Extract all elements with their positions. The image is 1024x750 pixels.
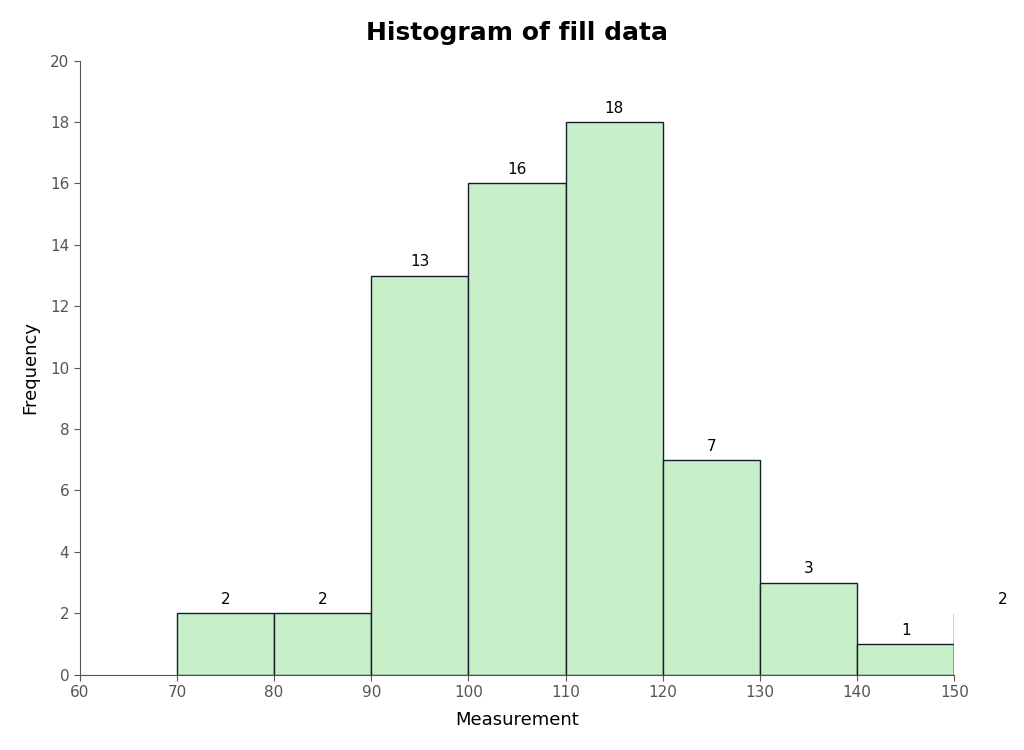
Bar — [177, 614, 274, 675]
Text: 3: 3 — [804, 562, 813, 577]
Y-axis label: Frequency: Frequency — [20, 321, 39, 414]
Bar — [565, 122, 663, 675]
Bar — [468, 184, 565, 675]
Text: 2: 2 — [317, 592, 328, 607]
Bar — [663, 460, 760, 675]
Bar — [954, 614, 1024, 675]
Text: 18: 18 — [604, 101, 624, 116]
X-axis label: Measurement: Measurement — [455, 711, 579, 729]
Text: 2: 2 — [998, 592, 1008, 607]
Bar — [372, 275, 468, 675]
Text: 7: 7 — [707, 439, 716, 454]
Text: 2: 2 — [221, 592, 230, 607]
Bar — [760, 583, 857, 675]
Title: Histogram of fill data: Histogram of fill data — [366, 21, 668, 45]
Bar — [274, 614, 372, 675]
Bar — [857, 644, 954, 675]
Text: 1: 1 — [901, 622, 910, 638]
Text: 13: 13 — [411, 254, 429, 269]
Text: 16: 16 — [507, 162, 526, 177]
